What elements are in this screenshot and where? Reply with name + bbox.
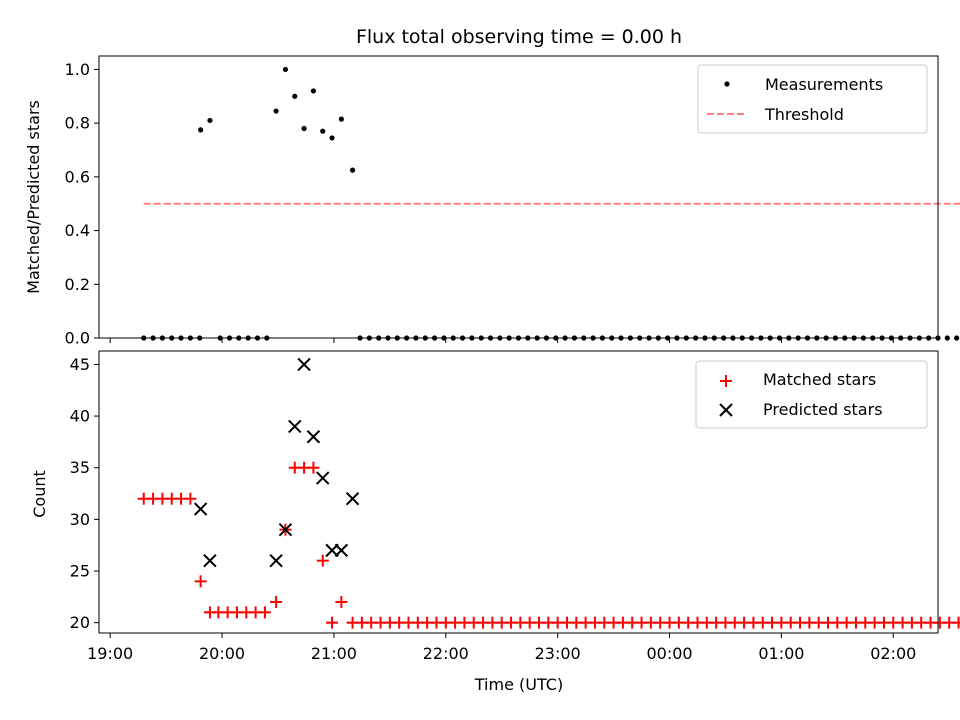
top-plot-area (141, 66, 960, 341)
bottom-plot-area (137, 357, 960, 629)
x-tick-label: 21:00 (311, 644, 357, 663)
measurement-point (292, 93, 298, 99)
x-tick-label: 00:00 (646, 644, 692, 663)
x-tick-label: 01:00 (758, 644, 804, 663)
bottom-legend-frame (695, 360, 928, 429)
x-tick-label: 19:00 (87, 644, 133, 663)
x-tick-label: 23:00 (535, 644, 581, 663)
measurement-point (944, 335, 950, 341)
top-legend-frame (697, 64, 928, 134)
measurement-point (310, 88, 317, 94)
y-tick-label: 45 (70, 355, 90, 374)
bottom-y-axis-label: Count (30, 470, 49, 518)
x-tick-label: 22:00 (423, 644, 469, 663)
y-tick-label: 30 (70, 510, 90, 529)
matched-stars-point (258, 606, 271, 619)
y-tick-label: 0.2 (65, 275, 90, 294)
top-panel: 0.0 0.2 0.4 0.6 0.8 1.0 Matched/Predicted sta… (24, 55, 960, 348)
top-x-ticks (109, 338, 894, 343)
measurement-point (338, 116, 344, 122)
top-legend: Measurements Threshold (697, 64, 928, 134)
legend-measurements-label: Measurements (765, 75, 883, 94)
y-tick-label: 35 (70, 458, 90, 477)
y-tick-label: 0.0 (65, 329, 90, 348)
matched-stars-point (184, 492, 197, 505)
legend-predicted-label: Predicted stars (763, 400, 883, 419)
predicted-stars-point (316, 471, 330, 485)
predicted-stars-point (288, 419, 302, 434)
top-y-ticks: 0.0 0.2 0.4 0.6 0.8 1.0 (65, 60, 99, 348)
measurement-point (273, 108, 279, 114)
legend-matched-marker (720, 375, 732, 387)
chart-title: Flux total observing time = 0.00 h (356, 26, 682, 48)
matched-stars-point (194, 575, 207, 588)
measurement-point (207, 117, 213, 124)
measurement-point (349, 167, 356, 173)
measurement-point (954, 335, 960, 341)
legend-measurements-marker (724, 81, 730, 87)
matched-stars-point (316, 554, 329, 567)
bottom-legend: Matched stars Predicted stars (695, 360, 928, 429)
y-tick-label: 25 (70, 562, 90, 581)
y-tick-label: 1.0 (65, 60, 90, 79)
top-y-axis-label: Matched/Predicted stars (24, 100, 43, 294)
bottom-axes-frame (98, 350, 939, 634)
measurement-point (329, 135, 335, 141)
predicted-stars-point (193, 502, 208, 516)
y-tick-label: 40 (70, 407, 90, 426)
bottom-panel: 20 25 30 35 40 45 19:00 20:00 21:00 22:00 23:00 00… (30, 350, 960, 694)
y-tick-label: 20 (70, 613, 90, 632)
bottom-y-ticks: 20 25 30 35 40 45 (70, 355, 99, 632)
measurement-point (320, 128, 326, 134)
predicted-stars-point (203, 553, 217, 568)
measurement-point (282, 66, 289, 73)
legend-matched-label: Matched stars (763, 370, 876, 389)
matched-stars-point (326, 616, 339, 629)
predicted-stars-point (269, 553, 283, 568)
matched-stars-point (307, 461, 320, 474)
x-axis-label: Time (UTC) (474, 675, 563, 694)
predicted-stars-point (278, 522, 293, 537)
bottom-x-ticks: 19:00 20:00 21:00 22:00 23:00 00:00 01:00 02:00 (87, 633, 916, 663)
predicted-stars-point (334, 543, 349, 558)
x-tick-label: 02:00 (870, 644, 916, 663)
matched-stars-point (270, 596, 283, 609)
predicted-stars-point (297, 357, 311, 372)
y-tick-label: 0.6 (65, 167, 90, 186)
measurement-point (301, 125, 307, 132)
matched-stars-point (335, 596, 348, 609)
predicted-stars-point (306, 430, 321, 444)
measurement-point (198, 127, 204, 133)
y-tick-label: 0.8 (65, 114, 90, 133)
legend-threshold-label: Threshold (764, 105, 844, 124)
top-axes-frame (98, 55, 939, 339)
matched-stars-point (952, 616, 960, 629)
x-tick-label: 20:00 (199, 644, 245, 663)
legend-predicted-marker (719, 403, 733, 417)
predicted-stars-point (345, 492, 360, 506)
y-tick-label: 0.4 (65, 221, 90, 240)
